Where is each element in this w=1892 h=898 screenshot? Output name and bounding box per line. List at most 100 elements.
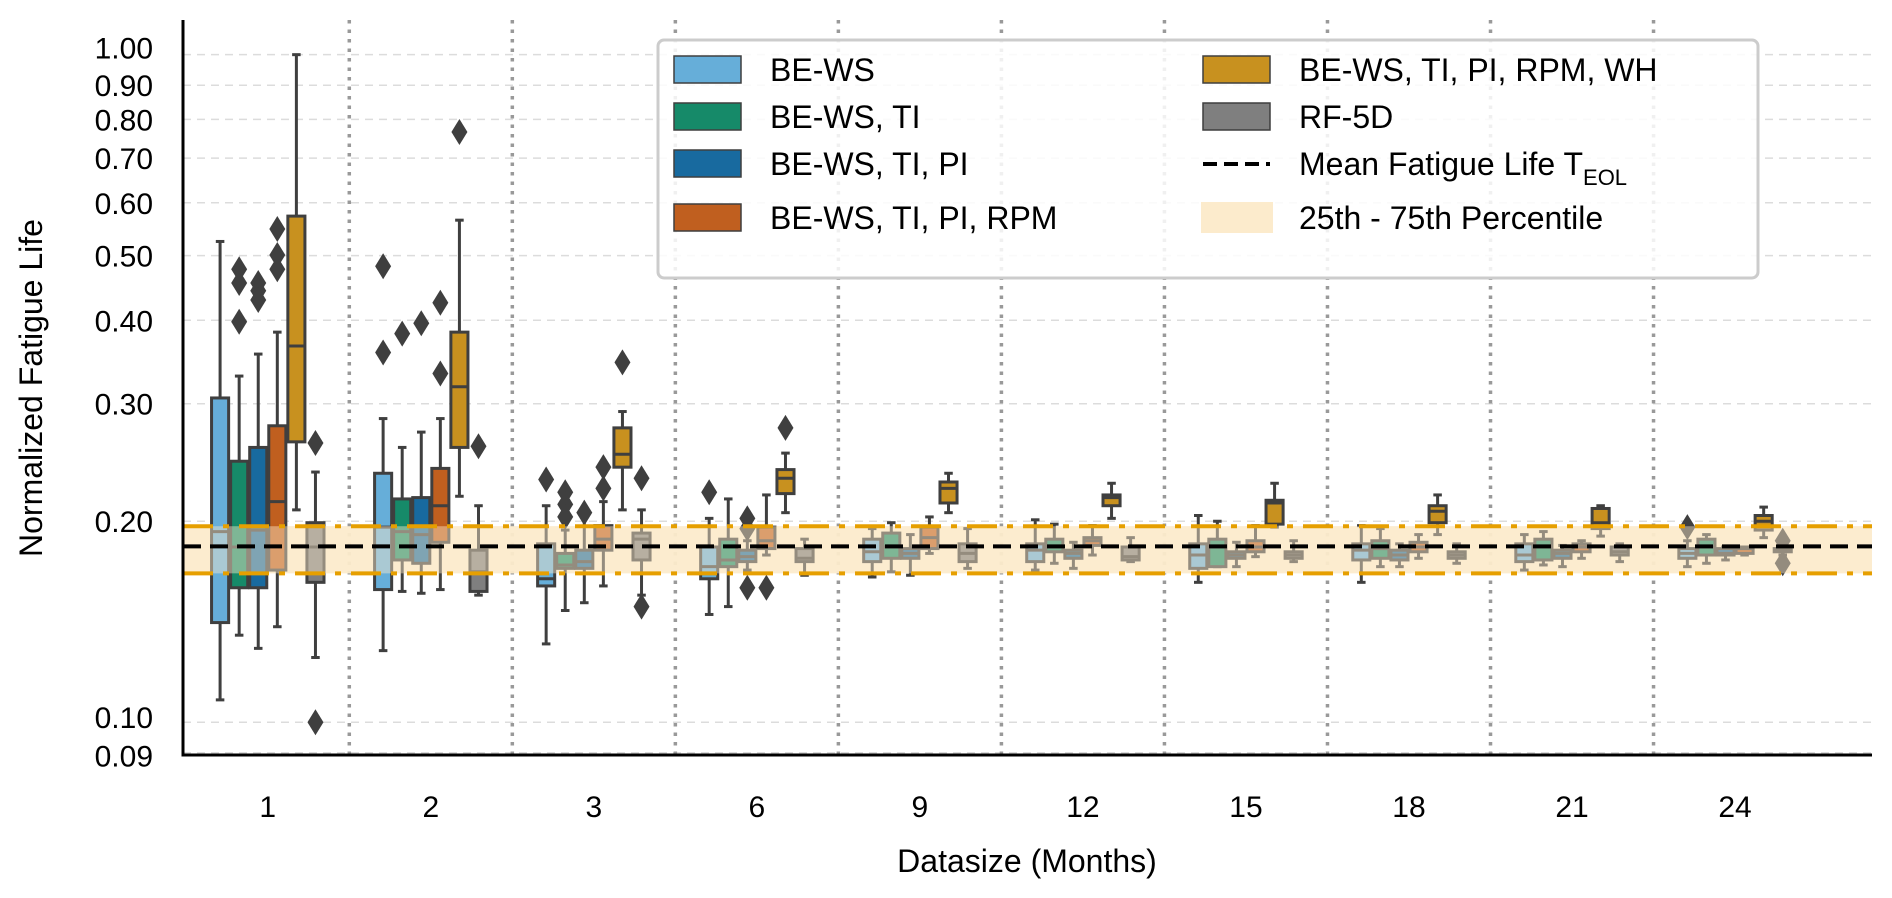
box [373, 253, 394, 653]
y-tick-label: 0.10 [95, 702, 153, 735]
outlier-point [538, 466, 555, 493]
outlier-point [595, 454, 612, 481]
legend: BE-WS BE-WS, TI BE-WS, TI, PI BE-WS, TI, PI… [656, 38, 1760, 280]
x-tick-label: 12 [1066, 791, 1099, 824]
outlier-point [1679, 514, 1696, 541]
legend-swatch [1202, 55, 1271, 84]
box-iqr [1264, 498, 1285, 526]
legend-band-swatch [1201, 202, 1273, 233]
box [631, 465, 652, 620]
box [1427, 493, 1448, 537]
outlier-point [307, 429, 324, 456]
legend-item: RF-5D [1202, 99, 1393, 135]
box-iqr [574, 548, 595, 570]
outlier-point [375, 253, 392, 280]
legend-item: BE-WS, TI, PI [673, 146, 969, 182]
x-tick-label: 9 [912, 791, 929, 824]
box-iqr [411, 496, 432, 565]
outlier-point [758, 574, 775, 601]
axes [181, 20, 1872, 757]
y-axis-label: Normalized Fatigue Life [13, 219, 49, 557]
percentile-band-overlay [183, 526, 1872, 574]
outlier-point [614, 349, 631, 376]
y-tick-label: 0.50 [95, 241, 153, 274]
legend-swatch [673, 203, 742, 232]
legend-item: BE-WS, TI [673, 99, 921, 135]
outlier-point [250, 287, 267, 314]
box [1734, 545, 1755, 557]
y-tick-label: 1.00 [95, 33, 153, 66]
y-tick-label: 0.90 [95, 70, 153, 103]
outlier-point [777, 414, 794, 441]
x-axis-label: Datasize (Months) [897, 843, 1157, 879]
box-iqr [938, 480, 959, 505]
outlier-point [451, 118, 468, 145]
legend-frame [656, 38, 1760, 280]
box [536, 466, 557, 646]
box [1677, 514, 1698, 569]
x-tick-label: 3 [585, 791, 602, 824]
legend-swatch [673, 149, 742, 178]
x-tick-label: 24 [1718, 791, 1751, 824]
y-tick-label: 0.20 [95, 506, 153, 539]
outlier-point [557, 503, 574, 530]
y-tick-label: 0.30 [95, 389, 153, 422]
box-iqr [267, 424, 288, 572]
box [267, 216, 288, 629]
box-iqr [1734, 545, 1755, 555]
box [1283, 539, 1304, 564]
legend-label: BE-WS, TI, PI, RPM, WH [1299, 52, 1658, 88]
box [612, 349, 633, 512]
x-tick-label: 18 [1392, 791, 1425, 824]
box-iqr [1715, 547, 1736, 557]
box [555, 479, 576, 613]
outlier-point [413, 310, 430, 337]
outlier-point [701, 479, 718, 506]
outlier-point [470, 433, 487, 460]
y-tick-label: 0.40 [95, 305, 153, 338]
outlier-point [394, 320, 411, 347]
outlier-point [231, 256, 248, 283]
x-tick-label: 21 [1555, 791, 1588, 824]
box-iqr [612, 426, 633, 469]
legend-label-subscript: EOL [1583, 165, 1627, 190]
box-iqr [210, 396, 231, 625]
box [1063, 540, 1084, 570]
box-iqr [373, 471, 394, 592]
outlier-point [633, 465, 650, 492]
outlier-point [269, 216, 286, 243]
legend-label: BE-WS, TI [770, 99, 921, 135]
x-tick-label: 15 [1229, 791, 1262, 824]
series-rf-5d [305, 429, 1793, 736]
x-tick-label: 2 [422, 791, 439, 824]
outlier-point [432, 360, 449, 387]
legend-label: BE-WS, TI, PI, RPM [770, 200, 1057, 236]
y-tick-label: 0.60 [95, 188, 153, 221]
series-be-ws-ti-pi-rpm [267, 216, 1755, 629]
outlier-point [231, 308, 248, 335]
x-tick-label: 6 [749, 791, 766, 824]
outlier-point [633, 593, 650, 620]
box [1101, 481, 1122, 520]
outlier-point [1774, 550, 1791, 577]
outlier-point [307, 709, 324, 736]
legend-item: 25th - 75th Percentile [1201, 200, 1603, 236]
box [593, 454, 614, 588]
box [574, 499, 595, 605]
legend-item: BE-WS, TI, PI, RPM, WH [1202, 52, 1658, 88]
box-iqr [286, 214, 307, 444]
box [919, 515, 940, 555]
box [938, 471, 959, 515]
legend-item: BE-WS [673, 52, 875, 88]
box [900, 533, 921, 577]
box [210, 239, 231, 702]
box [430, 289, 451, 592]
box-iqr [775, 468, 796, 496]
y-tick-label: 0.09 [95, 741, 153, 774]
outlier-point [739, 515, 756, 542]
outlier-point [595, 475, 612, 502]
box [775, 414, 796, 515]
legend-label: 25th - 75th Percentile [1299, 200, 1603, 236]
box-iqr [1101, 493, 1122, 508]
